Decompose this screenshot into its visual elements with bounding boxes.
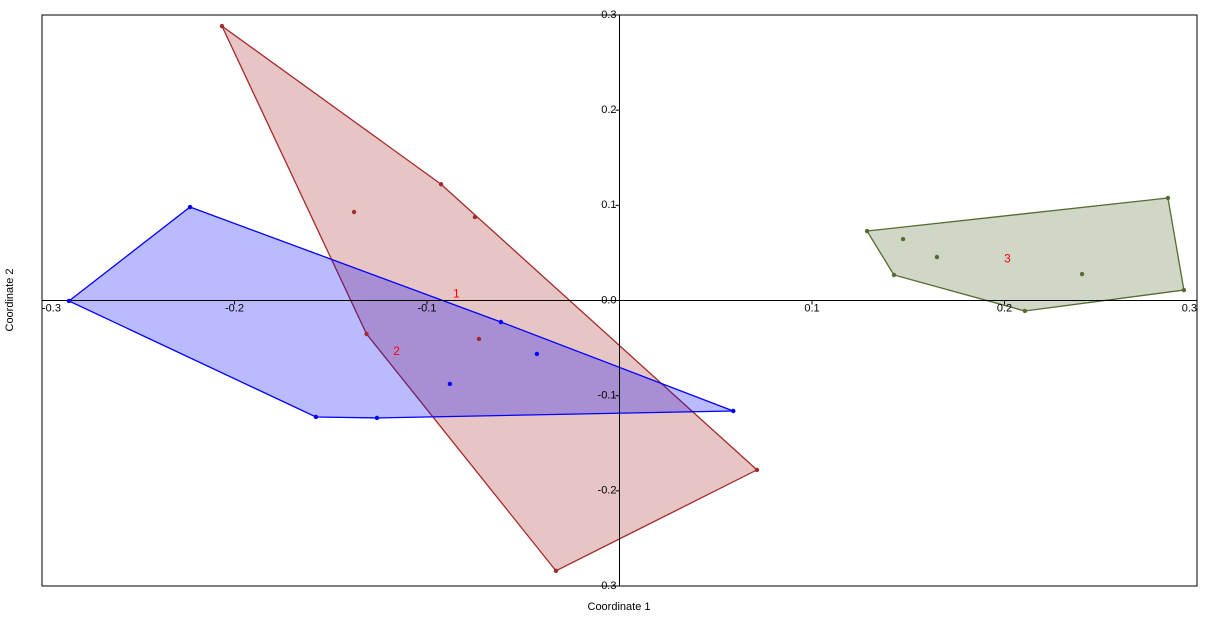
group-label: 2 (393, 344, 400, 358)
point (864, 228, 870, 234)
point (351, 209, 357, 215)
point (1079, 271, 1085, 277)
point (891, 272, 897, 278)
point (1022, 308, 1028, 314)
point (438, 182, 444, 187)
point (447, 381, 453, 387)
point (534, 351, 540, 357)
point (66, 298, 72, 304)
point-layer: 1 2 3 (66, 23, 1187, 574)
point (754, 467, 760, 473)
y-tick-label: -0.1 (598, 390, 617, 402)
point (1165, 195, 1171, 201)
point (498, 319, 504, 325)
point (1181, 287, 1187, 293)
point (472, 214, 478, 220)
point (219, 23, 225, 29)
y-tick-label: -0.2 (598, 485, 617, 497)
point (934, 254, 940, 260)
point (476, 336, 482, 342)
point (731, 408, 736, 414)
hull-layer (67, 24, 1185, 572)
point (900, 236, 906, 242)
convex-hull (220, 24, 759, 572)
point (553, 568, 559, 574)
x-tick-label: -0.2 (225, 302, 244, 314)
x-tick-label: -0.1 (418, 302, 437, 314)
y-tick-label: 0.1 (601, 199, 616, 211)
axis-layer: -0.3 -0.2 -0.1 0.1 0.2 0.3 -0.3 -0.2 -0.1 0.0 0.1 0… (41, 9, 1198, 592)
y-tick-label: 0.3 (601, 9, 616, 21)
x-tick-label: 0.1 (804, 302, 819, 314)
x-tick-label: 0.3 (1182, 302, 1197, 314)
y-tick-label: 0.2 (601, 104, 616, 116)
point (187, 204, 193, 210)
x-tick-label: -0.3 (42, 302, 61, 314)
point (313, 414, 319, 420)
convex-hull (865, 197, 1185, 312)
point (374, 415, 380, 421)
y-tick-label: 0.0 (601, 294, 616, 306)
y-tick-label: -0.3 (598, 580, 617, 592)
y-axis-label: Coordinate 2 (4, 269, 16, 332)
x-tick-label: 0.2 (997, 302, 1012, 314)
group-label: 1 (453, 286, 460, 300)
x-axis-label: Coordinate 1 (588, 601, 651, 613)
point (364, 331, 369, 337)
group-label: 3 (1004, 252, 1011, 266)
